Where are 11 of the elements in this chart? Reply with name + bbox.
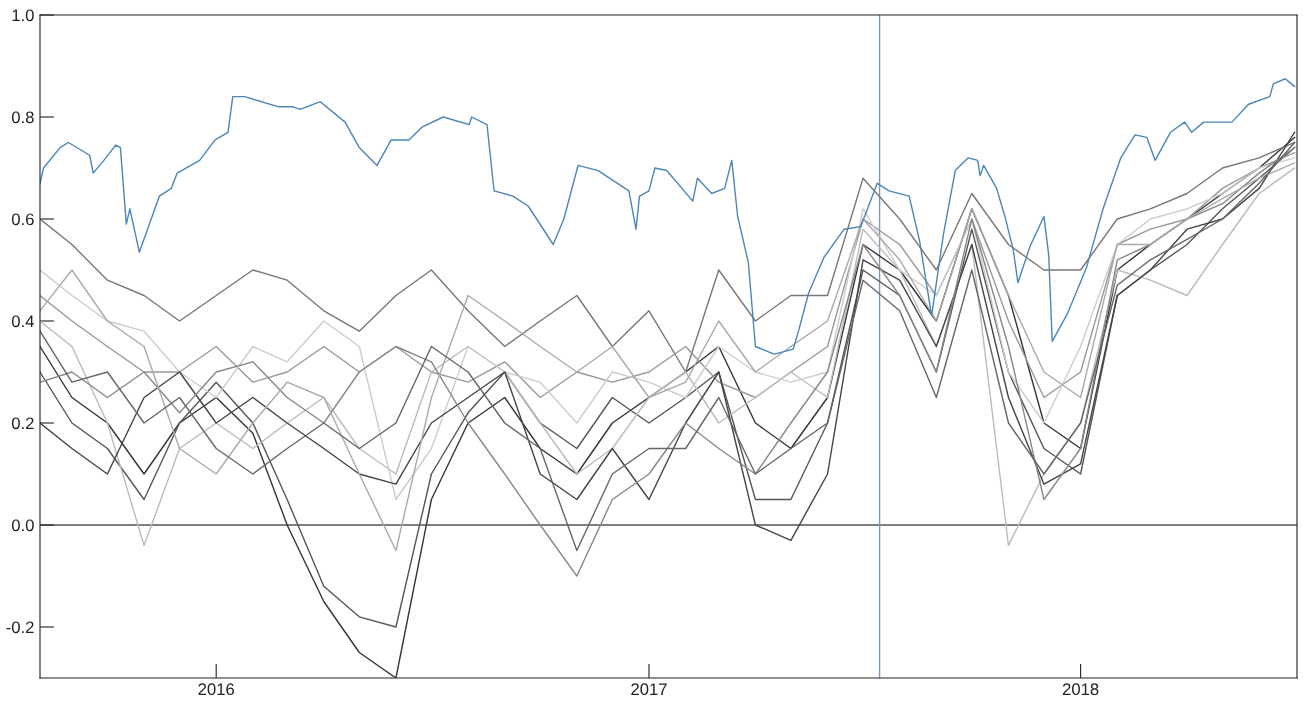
- y-tick-label: 0.6: [11, 213, 34, 226]
- y-tick-label: 1.0: [12, 9, 34, 22]
- y-tick-label: 0.2: [11, 417, 34, 430]
- x-tick-label: 2017: [631, 683, 667, 696]
- y-tick-label: 0.8: [11, 111, 34, 124]
- x-tick-label: 2018: [1062, 683, 1099, 696]
- y-tick-label: 0.0: [11, 519, 34, 532]
- y-tick-label: -0.2: [6, 621, 34, 634]
- line-series: [40, 78, 1296, 355]
- x-tick-label: 2016: [198, 683, 234, 696]
- y-tick-label: 0.4: [11, 315, 34, 328]
